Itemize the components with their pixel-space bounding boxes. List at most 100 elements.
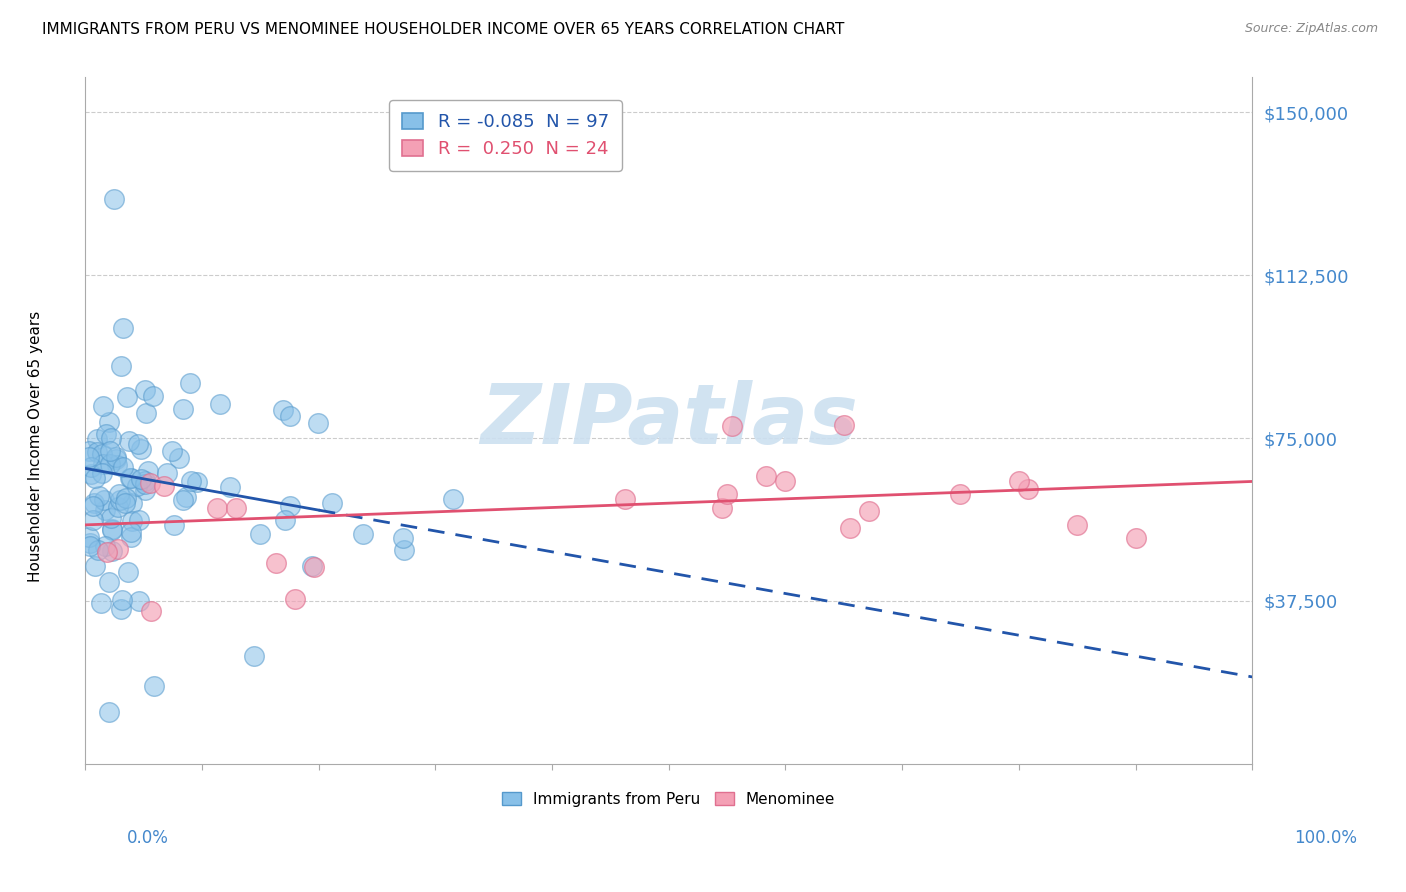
Point — [77, 444, 100, 458]
Point — [82, 512, 104, 526]
Point — [103, 192, 125, 206]
Point — [264, 556, 287, 570]
Point — [710, 500, 733, 515]
Point — [110, 359, 132, 374]
Point — [716, 487, 738, 501]
Point — [284, 592, 307, 607]
Point — [134, 476, 156, 491]
Point — [180, 474, 202, 488]
Point — [172, 493, 194, 508]
Point — [80, 467, 103, 482]
Point — [80, 459, 103, 474]
Point — [163, 517, 186, 532]
Point — [392, 532, 415, 546]
Point — [139, 604, 162, 618]
Point — [176, 491, 198, 505]
Point — [208, 397, 231, 411]
Point — [117, 390, 139, 404]
Point — [100, 431, 122, 445]
Point — [101, 544, 124, 558]
Point — [304, 560, 326, 574]
Point — [82, 499, 104, 513]
Text: 100.0%: 100.0% — [1294, 829, 1357, 847]
Point — [278, 409, 301, 423]
Point — [242, 648, 264, 663]
Point — [96, 427, 118, 442]
Point — [441, 491, 464, 506]
Point — [274, 513, 297, 527]
Point — [249, 527, 271, 541]
Point — [1008, 475, 1031, 489]
Point — [167, 451, 190, 466]
Point — [87, 489, 110, 503]
Point — [79, 535, 101, 549]
Point — [107, 541, 129, 556]
Point — [755, 468, 778, 483]
Point — [84, 471, 107, 485]
Point — [91, 466, 114, 480]
Text: Householder Income Over 65 years: Householder Income Over 65 years — [28, 310, 42, 582]
Point — [111, 320, 134, 334]
Point — [156, 467, 179, 481]
Point — [117, 565, 139, 579]
Point — [112, 460, 135, 475]
Point — [858, 504, 880, 518]
Text: Source: ZipAtlas.com: Source: ZipAtlas.com — [1244, 22, 1378, 36]
Point — [278, 499, 301, 513]
Point — [118, 471, 141, 485]
Point — [205, 500, 228, 515]
Point — [98, 457, 121, 471]
Point — [87, 542, 110, 557]
Point — [98, 416, 121, 430]
Point — [111, 592, 134, 607]
Point — [134, 384, 156, 398]
Point — [614, 492, 637, 507]
Point — [97, 705, 120, 719]
Point — [107, 487, 129, 501]
Point — [121, 496, 143, 510]
Point — [160, 443, 183, 458]
Point — [93, 492, 115, 507]
Point — [86, 433, 108, 447]
Point — [100, 443, 122, 458]
Point — [90, 447, 112, 461]
Point — [153, 479, 176, 493]
Point — [394, 543, 416, 558]
Point — [186, 475, 208, 489]
Point — [775, 475, 797, 489]
Point — [1066, 517, 1088, 532]
Point — [321, 496, 343, 510]
Point — [94, 502, 117, 516]
Point — [107, 500, 129, 514]
Point — [135, 406, 157, 420]
Point — [105, 458, 128, 473]
Point — [79, 530, 101, 544]
Point — [143, 679, 166, 693]
Point — [108, 492, 131, 507]
Point — [110, 601, 132, 615]
Point — [949, 487, 972, 501]
Point — [721, 419, 744, 434]
Point — [83, 496, 105, 510]
Point — [128, 593, 150, 607]
Point — [91, 400, 114, 414]
Point — [90, 597, 112, 611]
Point — [120, 471, 142, 485]
Point — [129, 472, 152, 486]
Point — [125, 479, 148, 493]
Point — [134, 474, 156, 488]
Point — [105, 450, 128, 464]
Text: IMMIGRANTS FROM PERU VS MENOMINEE HOUSEHOLDER INCOME OVER 65 YEARS CORRELATION C: IMMIGRANTS FROM PERU VS MENOMINEE HOUSEH… — [42, 22, 845, 37]
Point — [121, 514, 143, 528]
Text: 0.0%: 0.0% — [127, 829, 169, 847]
Point — [120, 524, 142, 539]
Point — [104, 452, 127, 467]
Text: ZIPatlas: ZIPatlas — [479, 380, 858, 461]
Point — [1017, 482, 1039, 496]
Point — [134, 483, 156, 497]
Point — [139, 475, 162, 490]
Point — [94, 539, 117, 553]
Point — [225, 500, 247, 515]
Point — [301, 559, 323, 574]
Point — [142, 389, 165, 403]
